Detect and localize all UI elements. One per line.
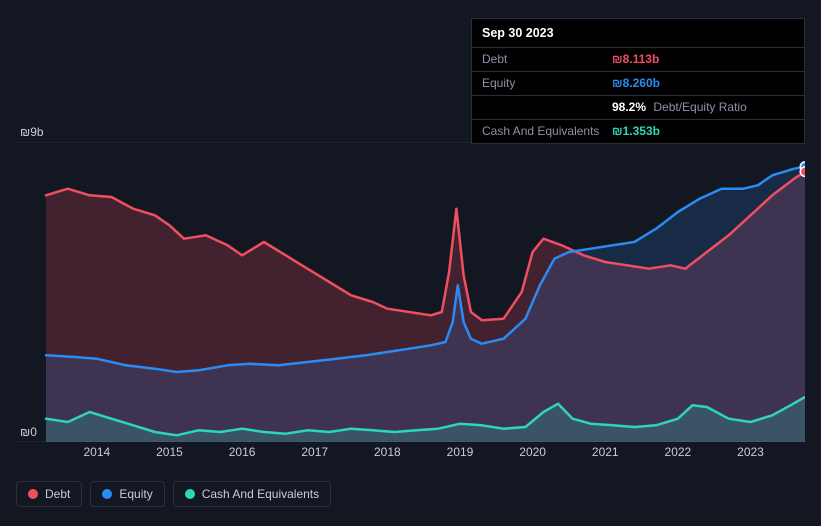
legend-item-cash[interactable]: Cash And Equivalents bbox=[173, 481, 331, 507]
tooltip-value-equity: ₪8.260b bbox=[612, 76, 660, 90]
tooltip-label: Equity bbox=[482, 76, 612, 90]
legend-label: Cash And Equivalents bbox=[202, 487, 319, 501]
x-axis-tick: 2017 bbox=[301, 445, 328, 459]
tooltip-value-cash: ₪1.353b bbox=[612, 124, 660, 138]
x-axis-tick: 2020 bbox=[519, 445, 546, 459]
tooltip-ratio-suffix: Debt/Equity Ratio bbox=[653, 100, 746, 114]
tooltip-row-equity: Equity ₪8.260b bbox=[472, 71, 804, 95]
x-axis-tick: 2021 bbox=[592, 445, 619, 459]
y-axis-tick-max: ₪9b bbox=[20, 125, 44, 139]
legend-item-equity[interactable]: Equity bbox=[90, 481, 164, 507]
legend-label: Debt bbox=[45, 487, 70, 501]
x-axis-tick: 2015 bbox=[156, 445, 183, 459]
equity-dot-icon bbox=[102, 489, 112, 499]
tooltip-value-ratio: 98.2% bbox=[612, 100, 646, 114]
chart-tooltip: Sep 30 2023 Debt ₪8.113b Equity ₪8.260b … bbox=[471, 18, 805, 144]
chart-svg bbox=[16, 142, 805, 442]
cash-dot-icon bbox=[185, 489, 195, 499]
tooltip-date: Sep 30 2023 bbox=[472, 19, 804, 47]
tooltip-label bbox=[482, 100, 612, 114]
tooltip-value-debt: ₪8.113b bbox=[612, 52, 659, 66]
x-axis-tick: 2014 bbox=[83, 445, 110, 459]
x-axis-tick: 2022 bbox=[665, 445, 692, 459]
tooltip-label: Debt bbox=[482, 52, 612, 66]
x-axis-tick: 2019 bbox=[447, 445, 474, 459]
tooltip-row-ratio: 98.2% Debt/Equity Ratio bbox=[472, 95, 804, 119]
x-axis-tick: 2016 bbox=[229, 445, 256, 459]
chart-legend: Debt Equity Cash And Equivalents bbox=[16, 481, 331, 507]
tooltip-label: Cash And Equivalents bbox=[482, 124, 612, 138]
x-axis-tick: 2023 bbox=[737, 445, 764, 459]
chart-area[interactable] bbox=[16, 142, 805, 442]
tooltip-row-debt: Debt ₪8.113b bbox=[472, 47, 804, 71]
x-axis-tick: 2018 bbox=[374, 445, 401, 459]
tooltip-row-cash: Cash And Equivalents ₪1.353b bbox=[472, 119, 804, 143]
x-axis: 2014 2015 2016 2017 2018 2019 2020 2021 2022 2023 bbox=[16, 445, 805, 465]
debt-dot-icon bbox=[28, 489, 38, 499]
legend-label: Equity bbox=[119, 487, 152, 501]
legend-item-debt[interactable]: Debt bbox=[16, 481, 82, 507]
